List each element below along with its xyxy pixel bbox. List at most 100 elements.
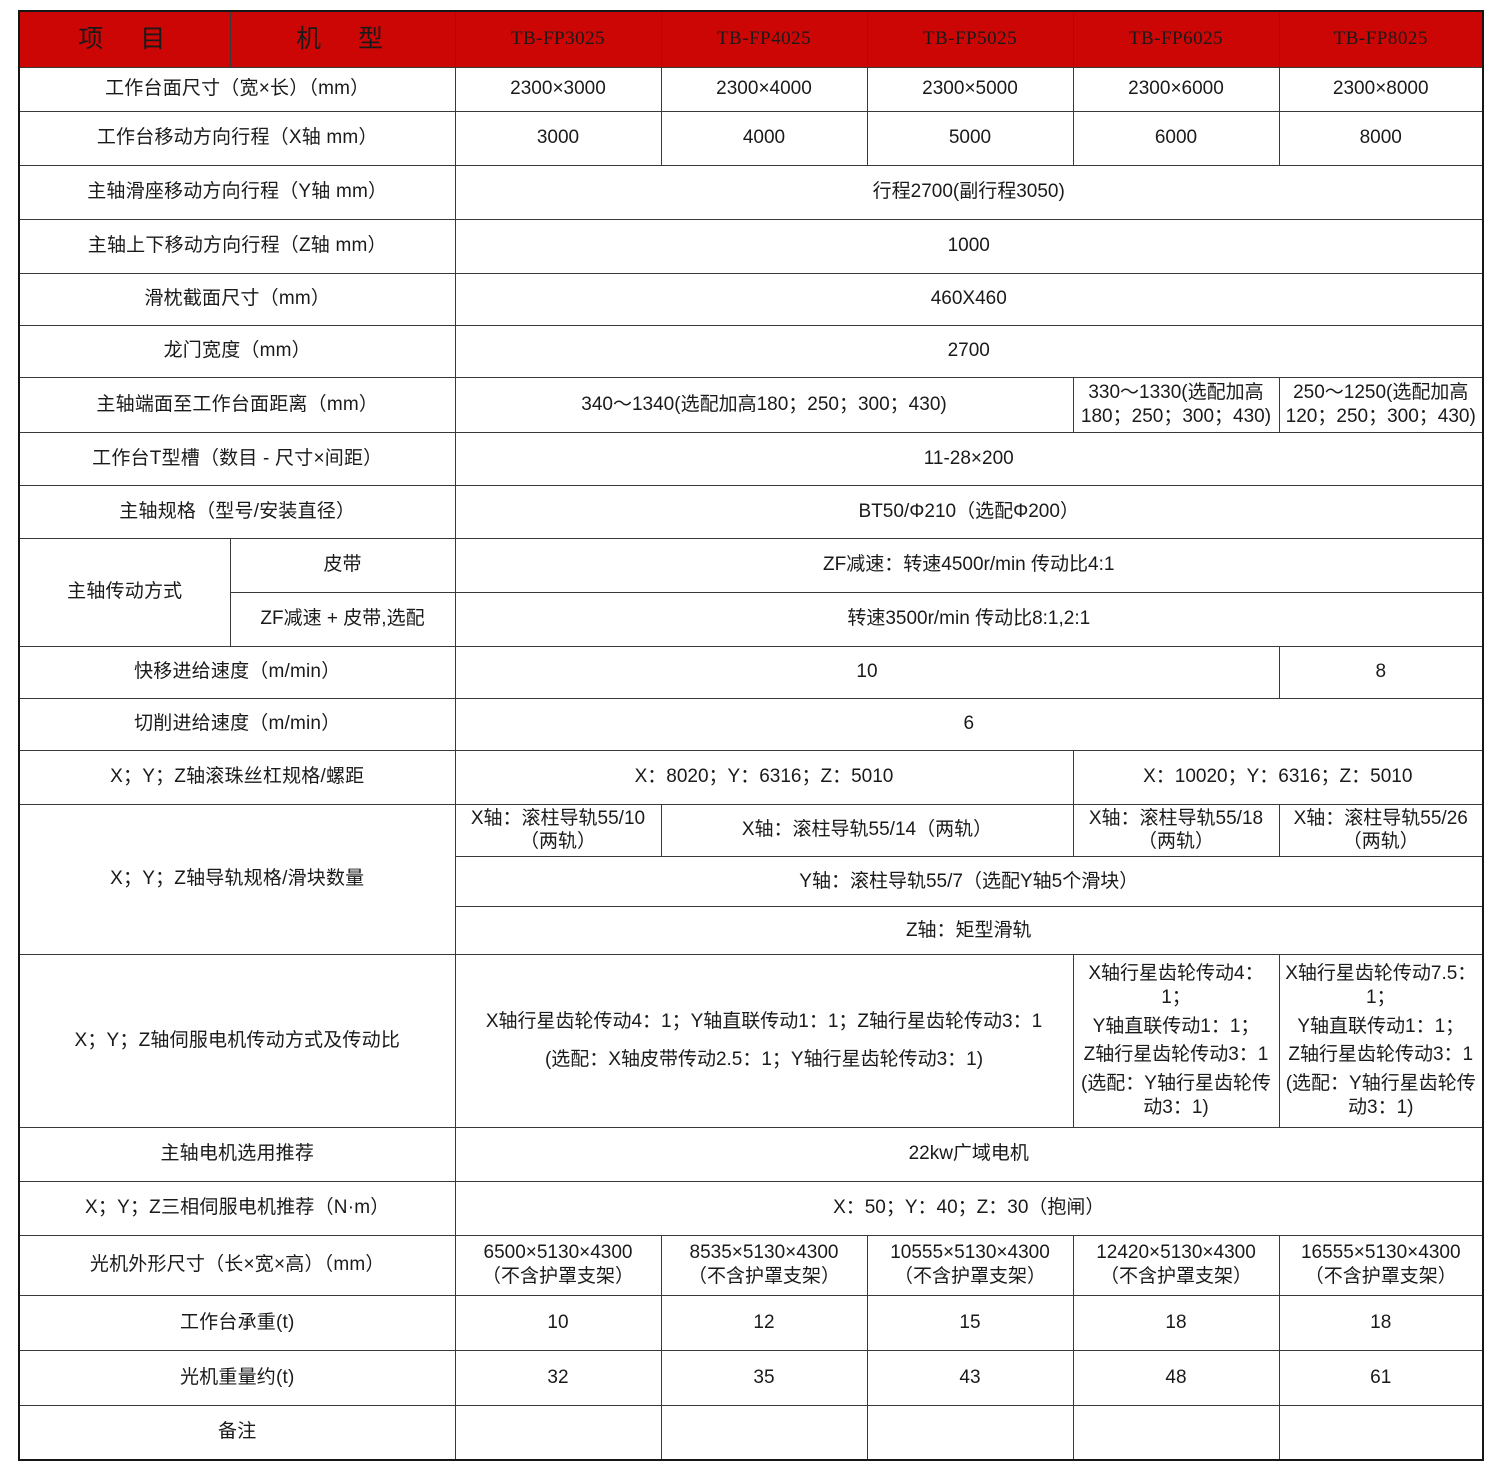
table-row: 龙门宽度（mm） 2700 bbox=[18, 324, 1484, 378]
cell-remarks-fp6025 bbox=[1072, 1404, 1280, 1461]
row-label-cutting-feed: 切削进给速度（m/min） bbox=[18, 697, 456, 751]
table-row: 工作台T型槽（数目 - 尺寸×间距） 11-28×200 bbox=[18, 431, 1484, 486]
row-label-spindle-spec: 主轴规格（型号/安装直径） bbox=[18, 484, 456, 539]
row-label-spindle-to-table: 主轴端面至工作台面距离（mm） bbox=[18, 376, 456, 433]
row-label-spindle-motor: 主轴电机选用推荐 bbox=[18, 1126, 456, 1182]
row-label-rapid-feed: 快移进给速度（m/min） bbox=[18, 645, 456, 699]
cell-guide-rail-x-fp4025-5025: X轴：滚柱导轨55/14（两轨） bbox=[660, 803, 1074, 857]
row-label-servo-drive: X；Y；Z轴伺服电机传动方式及传动比 bbox=[18, 954, 456, 1128]
cell-y-travel-value: 行程2700(副行程3050) bbox=[454, 164, 1484, 220]
cell-guide-rail-x-fp6025: X轴：滚柱导轨55/18（两轨） bbox=[1072, 803, 1280, 857]
cell-ball-screw-left: X：8020；Y：6316；Z：5010 bbox=[454, 749, 1074, 805]
header-model-fp6025: TB-FP6025 bbox=[1072, 10, 1280, 68]
cell-table-size-fp3025: 2300×3000 bbox=[454, 66, 662, 112]
cell-table-size-fp6025: 2300×6000 bbox=[1072, 66, 1280, 112]
cell-spindle-to-table-fp8025: 250～1250(选配加高 120；250；300；430) bbox=[1278, 376, 1484, 433]
table-row: 工作台移动方向行程（X轴 mm） 3000 4000 5000 6000 800… bbox=[18, 110, 1484, 166]
cell-table-size-fp4025: 2300×4000 bbox=[660, 66, 868, 112]
header-model-fp3025: TB-FP3025 bbox=[454, 10, 662, 68]
table-row: 主轴上下移动方向行程（Z轴 mm） 1000 bbox=[18, 218, 1484, 274]
cell-machine-weight-fp6025: 48 bbox=[1072, 1349, 1280, 1406]
row-label-gantry-width: 龙门宽度（mm） bbox=[18, 324, 456, 378]
cell-machine-weight-fp8025: 61 bbox=[1278, 1349, 1484, 1406]
table-row: 切削进给速度（m/min） 6 bbox=[18, 697, 1484, 751]
table-row: 光机外形尺寸（长×宽×高）（mm） 6500×5130×4300 （不含护罩支架… bbox=[18, 1234, 1484, 1296]
cell-spindle-to-table-main: 340～1340(选配加高180；250；300；430) bbox=[454, 376, 1074, 433]
cell-remarks-fp3025 bbox=[454, 1404, 662, 1461]
table-row: 主轴传动方式 皮带 ZF减速：转速4500r/min 传动比4:1 bbox=[18, 537, 1484, 647]
cell-machine-dims-fp8025: 16555×5130×4300 （不含护罩支架） bbox=[1278, 1234, 1484, 1296]
table-row: 主轴端面至工作台面距离（mm） 340～1340(选配加高180；250；300… bbox=[18, 376, 1484, 433]
row-label-machine-weight: 光机重量约(t) bbox=[18, 1349, 456, 1406]
cell-ball-screw-right: X：10020；Y：6316；Z：5010 bbox=[1072, 749, 1484, 805]
header-model: 机 型 bbox=[229, 10, 456, 68]
servo-main-line2: (选配：X轴皮带传动2.5：1；Y轴行星齿轮传动3：1) bbox=[544, 1048, 984, 1070]
table-row: X；Y；Z轴导轨规格/滑块数量 X轴：滚柱导轨55/10（两轨） X轴：滚柱导轨… bbox=[18, 803, 1484, 955]
cell-servo-drive-main: X轴行星齿轮传动4：1；Y轴直联传动1：1；Z轴行星齿轮传动3：1 (选配：X轴… bbox=[454, 954, 1074, 1128]
cell-machine-weight-fp5025: 43 bbox=[866, 1349, 1074, 1406]
cell-machine-dims-fp3025: 6500×5130×4300 （不含护罩支架） bbox=[454, 1234, 662, 1296]
table-row: Z轴：矩型滑轨 bbox=[19, 906, 1484, 955]
row-label-guide-rail: X；Y；Z轴导轨规格/滑块数量 bbox=[18, 803, 456, 955]
row-label-servo-motor: X；Y；Z三相伺服电机推荐（N·m） bbox=[18, 1180, 456, 1236]
cell-machine-dims-fp5025: 10555×5130×4300 （不含护罩支架） bbox=[866, 1234, 1074, 1296]
cell-table-load-fp4025: 12 bbox=[660, 1294, 868, 1351]
row-label-ram-section: 滑枕截面尺寸（mm） bbox=[18, 272, 456, 326]
cell-table-size-fp5025: 2300×5000 bbox=[866, 66, 1074, 112]
cell-spindle-spec-value: BT50/Φ210（选配Φ200） bbox=[454, 484, 1484, 539]
row-label-z-travel: 主轴上下移动方向行程（Z轴 mm） bbox=[18, 218, 456, 274]
header-item: 项 目 bbox=[18, 10, 231, 68]
cell-x-travel-fp8025: 8000 bbox=[1278, 110, 1484, 166]
row-label-remarks: 备注 bbox=[18, 1404, 456, 1461]
cell-machine-dims-fp6025: 12420×5130×4300 （不含护罩支架） bbox=[1072, 1234, 1280, 1296]
cell-ram-section-value: 460X460 bbox=[454, 272, 1484, 326]
header-model-fp8025: TB-FP8025 bbox=[1278, 10, 1484, 68]
table-row: 主轴电机选用推荐 22kw广域电机 bbox=[18, 1126, 1484, 1182]
cell-guide-rail-z: Z轴：矩型滑轨 bbox=[454, 906, 1484, 955]
cell-remarks-fp5025 bbox=[866, 1404, 1074, 1461]
cell-remarks-fp8025 bbox=[1278, 1404, 1484, 1461]
table-row: 工作台承重(t) 10 12 15 18 18 bbox=[18, 1294, 1484, 1351]
cell-spindle-drive-belt-value: ZF减速：转速4500r/min 传动比4:1 bbox=[454, 537, 1484, 593]
cell-rapid-feed-fp8025: 8 bbox=[1278, 645, 1484, 699]
table-row: ZF减速 + 皮带,选配 转速3500r/min 传动比8:1,2:1 bbox=[19, 591, 1484, 647]
cell-servo-motor-value: X：50；Y：40；Z：30（抱闸） bbox=[454, 1180, 1484, 1236]
header-model-fp4025: TB-FP4025 bbox=[660, 10, 868, 68]
cell-rapid-feed-main: 10 bbox=[454, 645, 1280, 699]
row-label-spindle-drive: 主轴传动方式 bbox=[18, 537, 231, 647]
servo-8025-line4: (选配：Y轴行星齿轮传动3：1) bbox=[1285, 1073, 1476, 1118]
cell-table-load-fp8025: 18 bbox=[1278, 1294, 1484, 1351]
cell-machine-dims-fp4025: 8535×5130×4300 （不含护罩支架） bbox=[660, 1234, 868, 1296]
row-label-machine-dims: 光机外形尺寸（长×宽×高）（mm） bbox=[18, 1234, 456, 1296]
cell-table-load-fp5025: 15 bbox=[866, 1294, 1074, 1351]
specification-table: 项 目 机 型 TB-FP3025 TB-FP4025 TB-FP5025 TB… bbox=[18, 10, 1484, 1461]
table-row: 快移进给速度（m/min） 10 8 bbox=[18, 645, 1484, 699]
cell-spindle-drive-zf-value: 转速3500r/min 传动比8:1,2:1 bbox=[454, 591, 1484, 647]
cell-machine-weight-fp3025: 32 bbox=[454, 1349, 662, 1406]
table-row: X；Y；Z轴伺服电机传动方式及传动比 X轴行星齿轮传动4：1；Y轴直联传动1：1… bbox=[18, 954, 1484, 1128]
row-label-y-travel: 主轴滑座移动方向行程（Y轴 mm） bbox=[18, 164, 456, 220]
row-label-t-slot: 工作台T型槽（数目 - 尺寸×间距） bbox=[18, 431, 456, 486]
table-row: 滑枕截面尺寸（mm） 460X460 bbox=[18, 272, 1484, 326]
cell-spindle-motor-value: 22kw广域电机 bbox=[454, 1126, 1484, 1182]
row-label-table-size: 工作台面尺寸（宽×长）（mm） bbox=[18, 66, 456, 112]
cell-remarks-fp4025 bbox=[660, 1404, 868, 1461]
servo-6025-line2: Y轴直联传动1：1； bbox=[1092, 1015, 1260, 1037]
cell-guide-rail-y: Y轴：滚柱导轨55/7（选配Y轴5个滑块） bbox=[454, 856, 1484, 907]
cell-cutting-feed-value: 6 bbox=[454, 697, 1484, 751]
cell-table-size-fp8025: 2300×8000 bbox=[1278, 66, 1484, 112]
header-model-fp5025: TB-FP5025 bbox=[866, 10, 1074, 68]
cell-gantry-width-value: 2700 bbox=[454, 324, 1484, 378]
cell-x-travel-fp6025: 6000 bbox=[1072, 110, 1280, 166]
table-header: 项 目 机 型 TB-FP3025 TB-FP4025 TB-FP5025 TB… bbox=[18, 10, 1484, 68]
row-label-x-travel: 工作台移动方向行程（X轴 mm） bbox=[18, 110, 456, 166]
servo-main-line1: X轴行星齿轮传动4：1；Y轴直联传动1：1；Z轴行星齿轮传动3：1 bbox=[485, 1011, 1043, 1032]
servo-8025-line3: Z轴行星齿轮传动3：1 bbox=[1288, 1044, 1474, 1066]
cell-servo-drive-fp6025: X轴行星齿轮传动4：1； Y轴直联传动1：1； Z轴行星齿轮传动3：1 (选配：… bbox=[1072, 954, 1280, 1128]
cell-t-slot-value: 11-28×200 bbox=[454, 431, 1484, 486]
servo-6025-line1: X轴行星齿轮传动4：1； bbox=[1088, 963, 1264, 1008]
cell-guide-rail-x-fp8025: X轴：滚柱导轨55/26（两轨） bbox=[1278, 803, 1484, 857]
cell-x-travel-fp4025: 4000 bbox=[660, 110, 868, 166]
cell-machine-weight-fp4025: 35 bbox=[660, 1349, 868, 1406]
